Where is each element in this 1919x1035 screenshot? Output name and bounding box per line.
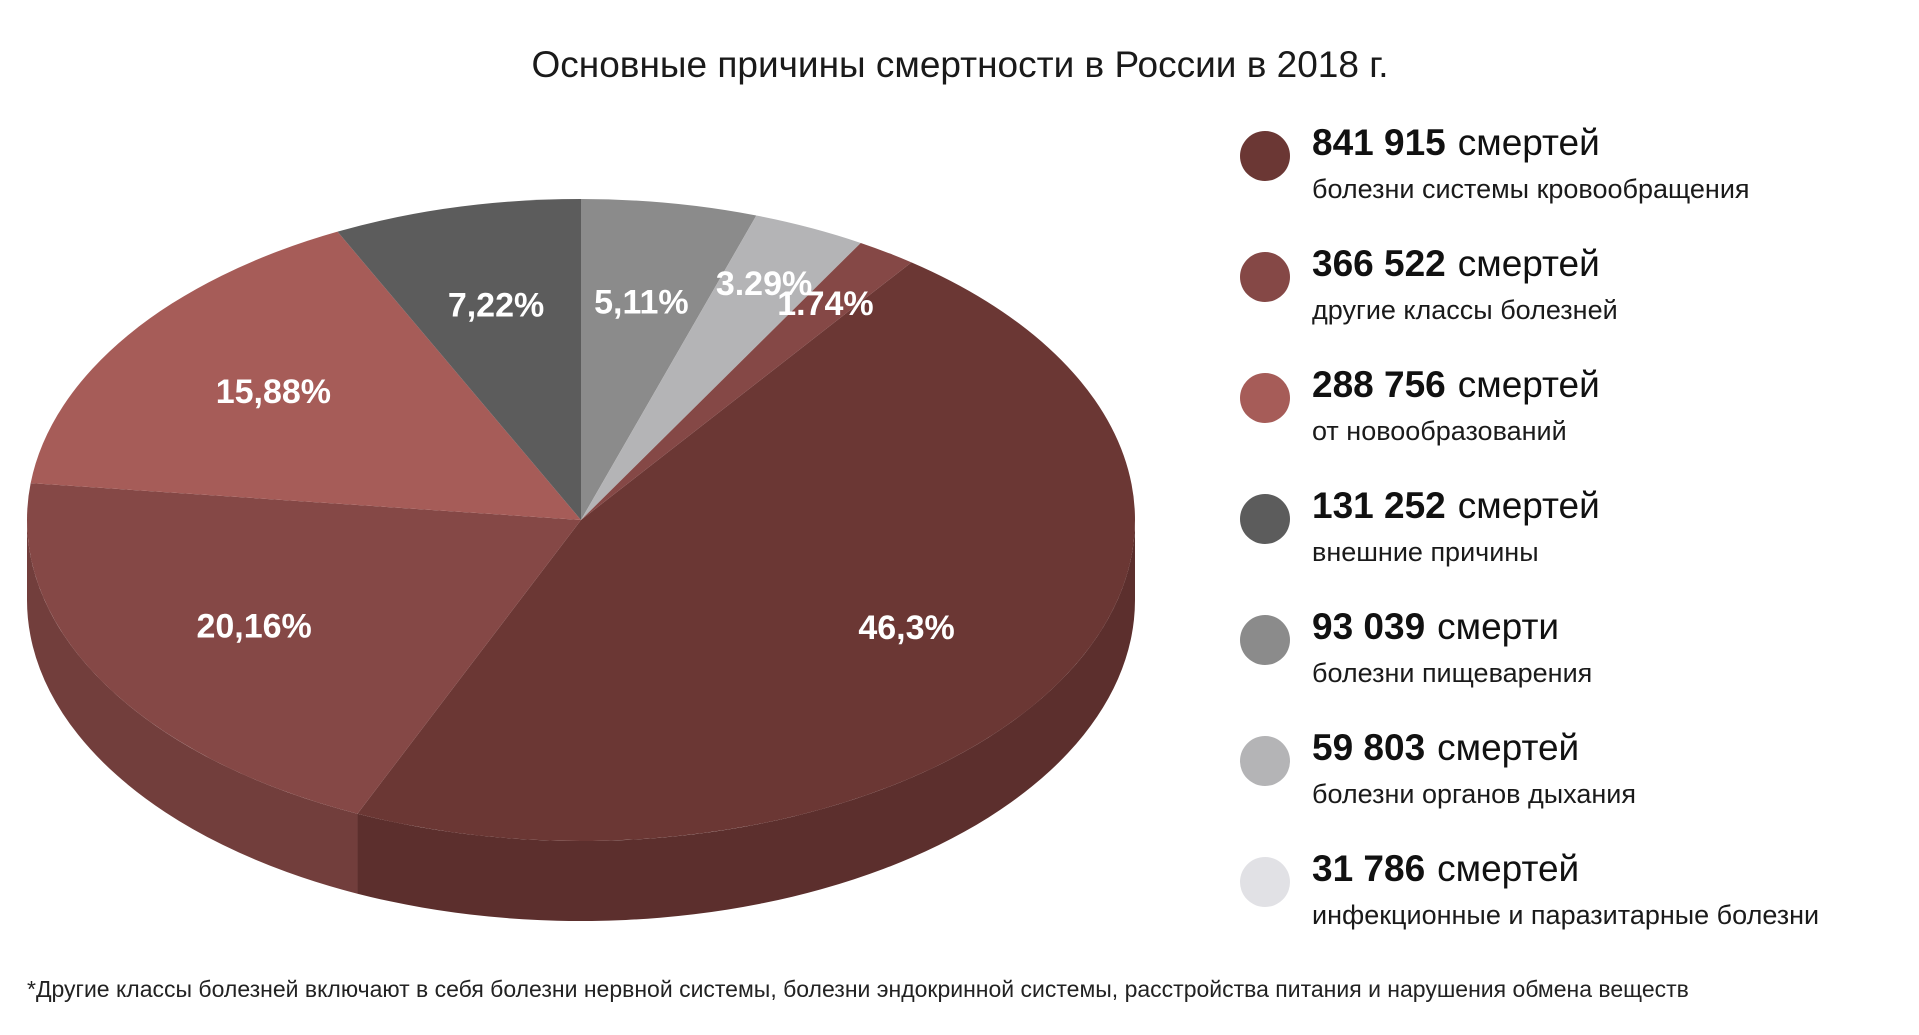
pie-tops — [27, 199, 1135, 842]
legend-count-number: 288 756 — [1312, 364, 1446, 405]
legend-count-unit: смертей — [1458, 364, 1600, 405]
legend-label: внешние причины — [1312, 537, 1539, 567]
legend-count-unit: смерти — [1437, 606, 1559, 647]
legend-swatch — [1240, 857, 1290, 907]
legend-count: 288 756 смертей — [1312, 364, 1600, 405]
legend-count-unit: смертей — [1458, 243, 1600, 284]
slice-label: 3.29% — [716, 265, 812, 303]
slice-label: 20,16% — [196, 607, 311, 645]
slice-label: 7,22% — [448, 286, 544, 324]
legend-swatch — [1240, 373, 1290, 423]
slice — [581, 199, 757, 520]
legend-count: 841 915 смертей — [1312, 122, 1600, 163]
legend-count-number: 841 915 — [1312, 122, 1446, 163]
legend-count-unit: смертей — [1437, 848, 1579, 889]
slice-label: 1.74% — [777, 285, 873, 323]
legend-count-number: 93 039 — [1312, 606, 1425, 647]
slice-label: 15,88% — [216, 373, 331, 411]
slice — [27, 483, 582, 814]
slice-side — [27, 520, 358, 894]
legend-count-number: 31 786 — [1312, 848, 1425, 889]
slice-label: 5,11% — [594, 284, 689, 322]
legend-count-number: 59 803 — [1312, 727, 1425, 768]
slice — [357, 262, 1135, 842]
legend-label: от новообразований — [1312, 416, 1567, 446]
chart-title: Основные причины смертности в России в 2… — [532, 44, 1389, 85]
legend-label: болезни пищеварения — [1312, 658, 1592, 688]
slice — [30, 231, 581, 520]
legend-count-unit: смертей — [1437, 727, 1579, 768]
slice — [337, 199, 581, 520]
legend-count-unit: смертей — [1458, 122, 1600, 163]
legend-count-number: 131 252 — [1312, 485, 1446, 526]
legend-count: 59 803 смертей — [1312, 727, 1579, 768]
slice-side — [357, 520, 1136, 921]
slice — [581, 242, 912, 520]
legend-swatch — [1240, 131, 1290, 181]
legend-swatch — [1240, 494, 1290, 544]
pie-sides — [27, 520, 1136, 921]
footnote: *Другие классы болезней включают в себя … — [27, 976, 1689, 1002]
legend-label: болезни органов дыхания — [1312, 779, 1636, 809]
slice-label: 46,3% — [858, 609, 954, 647]
legend-count-unit: смертей — [1458, 485, 1600, 526]
legend-label: инфекционные и паразитарные болезни — [1312, 900, 1819, 930]
legend-count: 366 522 смертей — [1312, 243, 1600, 284]
legend-swatch — [1240, 736, 1290, 786]
legend-swatch — [1240, 252, 1290, 302]
legend-count: 93 039 смерти — [1312, 606, 1559, 647]
slice — [581, 215, 861, 520]
legend-count: 31 786 смертей — [1312, 848, 1579, 889]
legend-count: 131 252 смертей — [1312, 485, 1600, 526]
legend-swatch — [1240, 615, 1290, 665]
legend-count-number: 366 522 — [1312, 243, 1446, 284]
legend-label: другие классы болезней — [1312, 295, 1618, 325]
pie-labels: 46,3% 20,16% 15,88% 7,22% 5,11% 3.29%1.74% — [196, 265, 954, 647]
legend-label: болезни системы кровообращения — [1312, 174, 1750, 204]
